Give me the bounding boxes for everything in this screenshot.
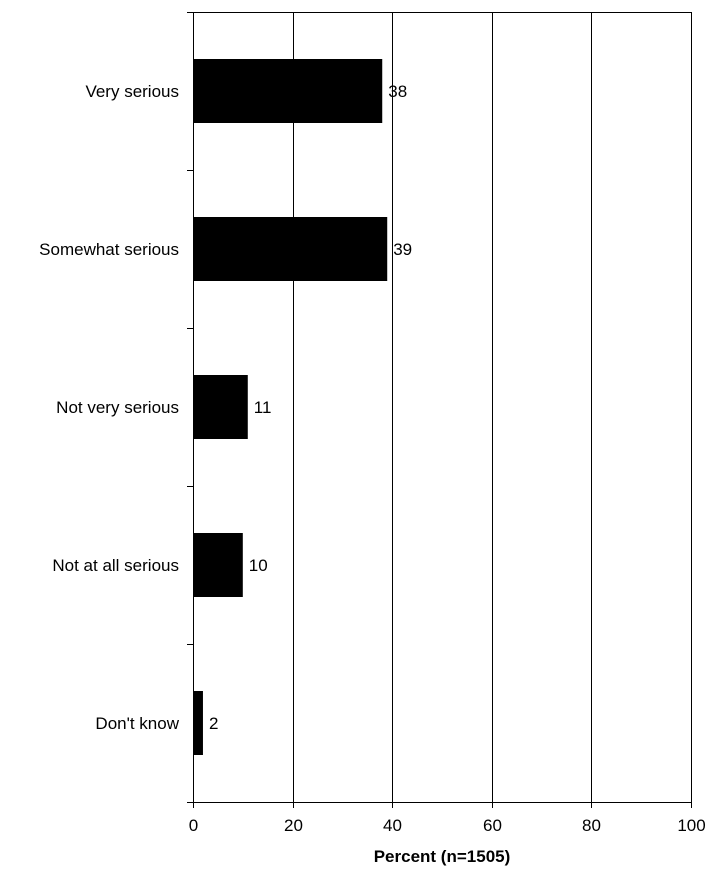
data-label: 2	[209, 714, 218, 733]
bar	[194, 533, 243, 597]
x-tick-label: 20	[284, 816, 303, 835]
category-label: Not very serious	[56, 398, 179, 417]
data-label: 39	[393, 240, 412, 259]
x-tick-label: 0	[189, 816, 198, 835]
x-tick-label: 60	[483, 816, 502, 835]
x-axis-title: Percent (n=1505)	[374, 847, 511, 866]
x-tick-label: 40	[383, 816, 402, 835]
category-label: Somewhat serious	[39, 240, 179, 259]
x-tick-label: 100	[677, 816, 705, 835]
bar	[194, 691, 203, 755]
category-label: Not at all serious	[52, 556, 179, 575]
labels: 0 20 40 60 80 100 Very serious 38 Somewhat serio…	[39, 82, 706, 835]
bar	[194, 375, 248, 439]
axes	[187, 12, 692, 808]
bars	[194, 59, 388, 755]
bar	[194, 59, 383, 123]
x-tick-label: 80	[582, 816, 601, 835]
category-label: Don't know	[95, 714, 179, 733]
plot-area	[193, 12, 691, 802]
data-label: 11	[254, 398, 272, 417]
data-label: 10	[249, 556, 268, 575]
gridlines	[293, 12, 592, 802]
bar	[194, 217, 388, 281]
data-label: 38	[388, 82, 407, 101]
category-label: Very serious	[85, 82, 179, 101]
